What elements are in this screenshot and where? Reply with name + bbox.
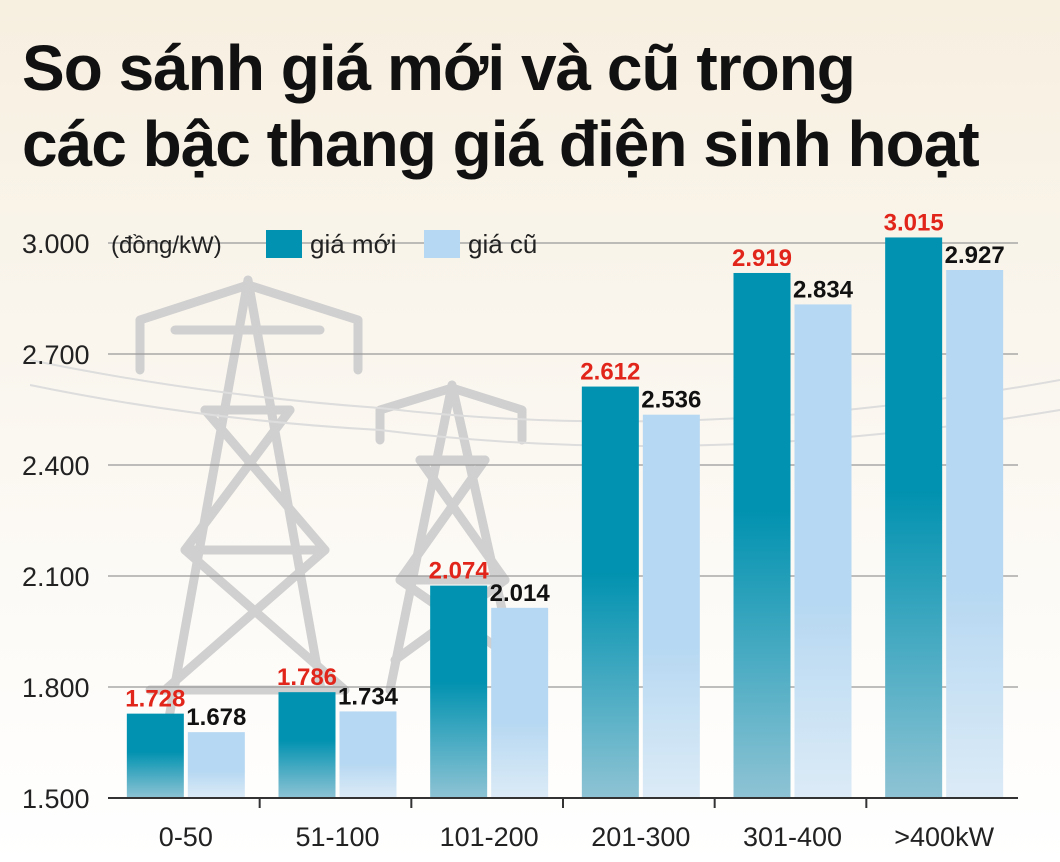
x-tick-label: 51-100	[295, 822, 379, 852]
legend-swatch-old	[424, 230, 460, 258]
x-axis: 0-50 51-100 101-200 201-300 301-400 >400kW	[108, 797, 1018, 852]
y-tick-label: 2.400	[22, 451, 90, 481]
y-gridlines	[108, 242, 1018, 688]
y-tick-label: 2.100	[22, 562, 90, 592]
legend: giá mới giá cũ	[266, 229, 537, 259]
legend-swatch-new	[266, 230, 302, 258]
chart-title: So sánh giá mới và cũ trong các bậc than…	[22, 30, 1032, 182]
value-label-old: 2.834	[793, 276, 854, 303]
bar-gia-cu	[187, 732, 245, 798]
bar-gia-cu	[339, 711, 397, 798]
value-label-old: 2.927	[945, 242, 1005, 269]
power-lines	[29, 359, 1060, 447]
x-tick-label: 301-400	[743, 822, 842, 852]
value-label-new: 1.786	[277, 664, 337, 691]
bar-gia-moi	[885, 237, 943, 798]
y-tick-label: 3.000	[22, 229, 90, 259]
bar-gia-moi	[278, 692, 336, 798]
y-axis: 1.500 1.800 2.100 2.400 2.700 3.000	[22, 229, 90, 814]
value-label-new: 3.015	[884, 209, 944, 236]
value-label-old: 2.014	[490, 580, 551, 607]
value-label-new: 2.919	[732, 245, 792, 272]
x-tick-label: 0-50	[159, 822, 213, 852]
value-label-new: 2.612	[580, 359, 640, 386]
x-tick-label: 101-200	[440, 822, 539, 852]
x-tick-label: >400kW	[894, 822, 994, 852]
bar-gia-cu	[794, 304, 852, 798]
value-label-old: 1.734	[338, 683, 399, 710]
chart-title-line-2: các bậc thang giá điện sinh hoạt	[22, 108, 980, 180]
value-label-old: 1.678	[186, 704, 246, 731]
bar-gia-moi	[430, 585, 488, 798]
y-tick-label: 2.700	[22, 340, 90, 370]
value-label-new: 2.074	[429, 558, 490, 585]
bar-gia-cu	[642, 414, 700, 798]
value-label-new: 1.728	[125, 686, 185, 713]
bars	[126, 237, 1004, 799]
bar-gia-moi	[581, 386, 639, 798]
bar-gia-moi	[733, 272, 791, 799]
y-axis-unit-label: (đồng/kW)	[111, 232, 222, 259]
bar-gia-cu	[491, 607, 549, 798]
value-label-old: 2.536	[641, 387, 701, 414]
legend-label-old: giá cũ	[468, 229, 537, 259]
y-tick-label: 1.800	[22, 673, 90, 703]
bar-gia-cu	[946, 270, 1004, 798]
bar-gia-moi	[126, 713, 184, 798]
y-tick-label: 1.500	[22, 784, 90, 814]
x-tick-label: 201-300	[591, 822, 690, 852]
chart-title-line-1: So sánh giá mới và cũ trong	[22, 32, 856, 104]
legend-label-new: giá mới	[310, 229, 396, 259]
